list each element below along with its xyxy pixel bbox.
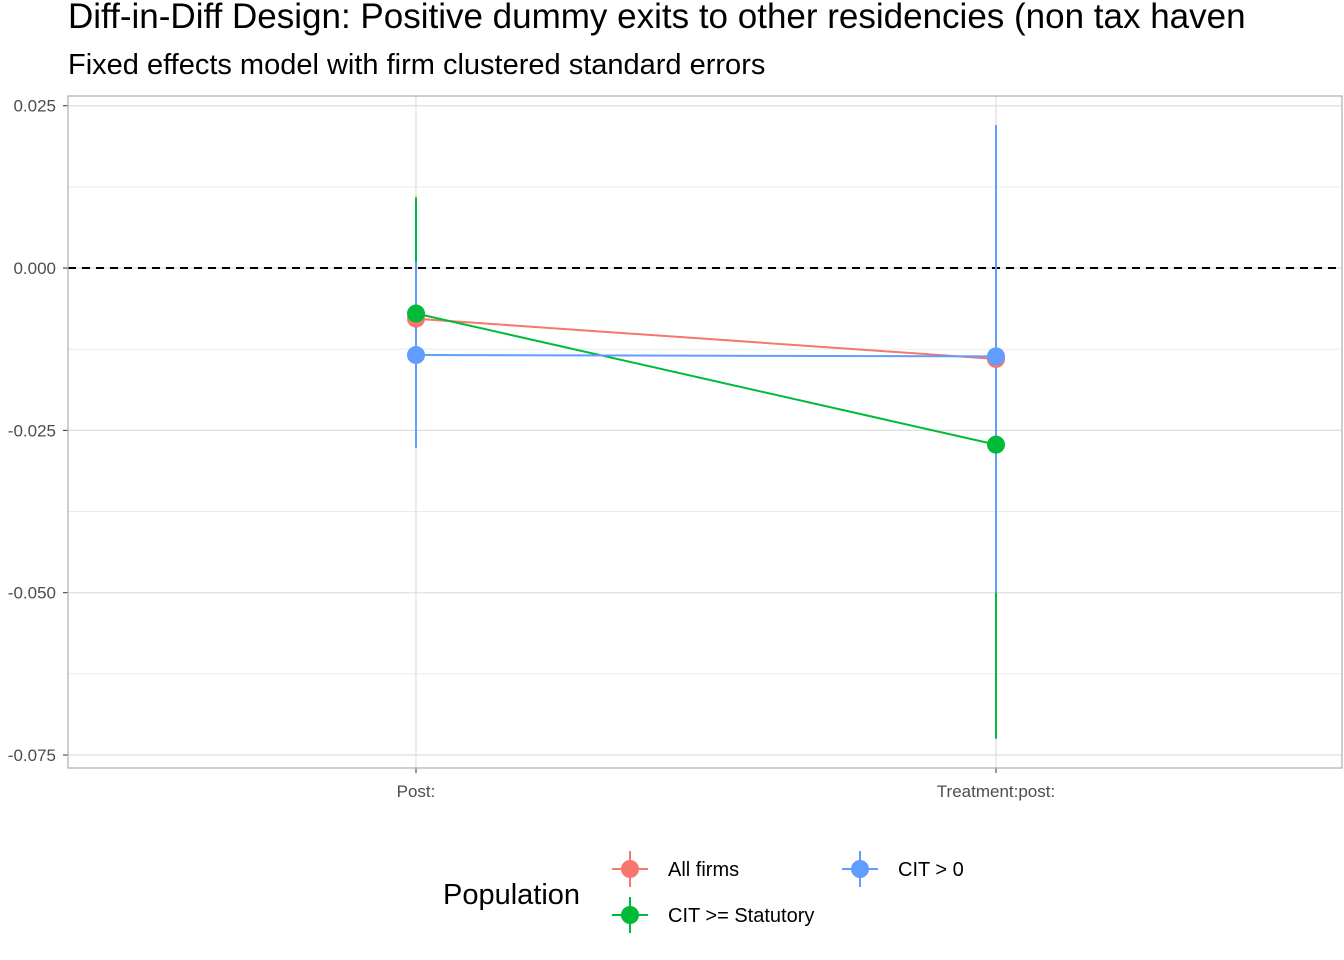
legend-label: CIT > 0 — [898, 859, 964, 881]
data-point — [987, 347, 1005, 366]
series-line — [415, 317, 997, 360]
data-point — [407, 304, 425, 323]
y-tick-label: 0.000 — [13, 259, 56, 278]
data-point — [987, 435, 1005, 454]
legend-title: Population — [443, 879, 580, 911]
y-tick-label: -0.025 — [8, 421, 56, 440]
chart-title: Diff-in-Diff Design: Positive dummy exit… — [68, 0, 1246, 36]
legend-key — [612, 851, 648, 887]
legend-label: All firms — [668, 859, 739, 881]
legend: Population All firms CIT >= Statutory CIT … — [443, 851, 964, 933]
y-axis-ticks: 0.025 0.000 -0.025 -0.050 -0.075 — [8, 97, 68, 765]
y-tick-label: 0.025 — [13, 97, 56, 116]
series-layer — [407, 125, 1005, 739]
x-axis-ticks: Post: Treatment:post: — [397, 768, 1055, 801]
series-line — [415, 354, 997, 358]
panel-border — [67, 95, 1343, 769]
y-tick-label: -0.075 — [8, 746, 56, 765]
x-tick-label: Treatment:post: — [937, 782, 1055, 801]
plot-grid — [68, 96, 1342, 768]
x-tick-label: Post: — [397, 782, 436, 801]
legend-label: CIT >= Statutory — [668, 905, 814, 927]
y-tick-label: -0.050 — [8, 584, 56, 603]
legend-key — [842, 851, 878, 887]
legend-key-point — [621, 860, 639, 878]
legend-key — [612, 897, 648, 933]
legend-key-point — [621, 906, 639, 924]
legend-key-point — [851, 860, 869, 878]
chart-subtitle: Fixed effects model with firm clustered … — [68, 49, 765, 81]
series-line — [415, 312, 997, 446]
data-point — [407, 346, 425, 365]
